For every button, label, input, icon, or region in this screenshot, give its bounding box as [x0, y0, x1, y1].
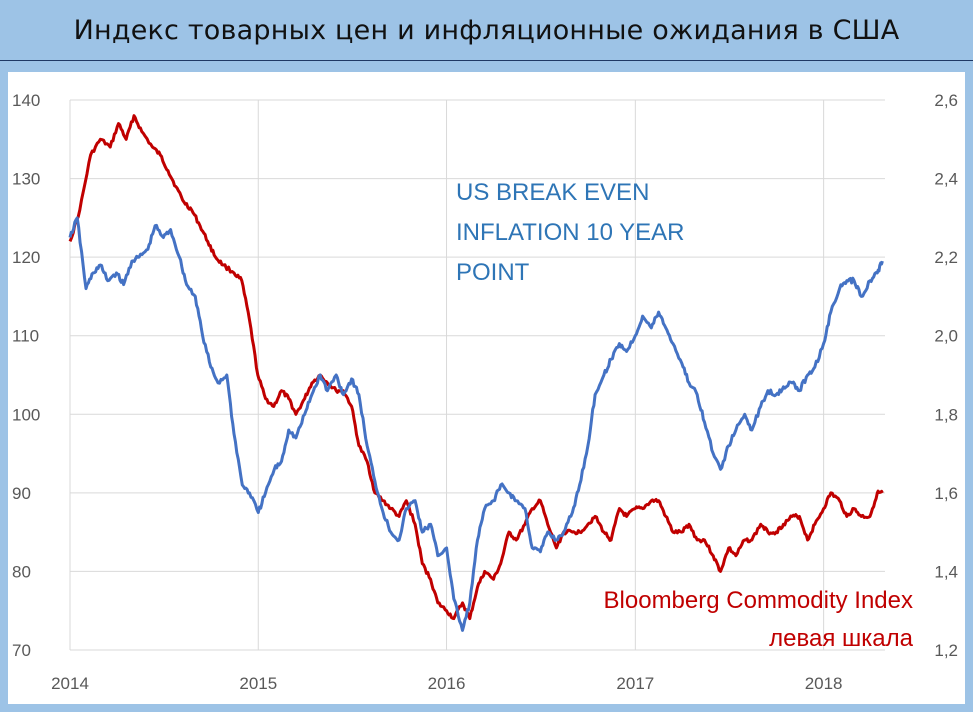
- left-tick-label: 130: [12, 170, 40, 189]
- commodity-annotation: Bloomberg Commodity Index левая шкала: [604, 587, 914, 652]
- gridlines: [69, 99, 885, 651]
- right-tick-label: 1,2: [934, 641, 958, 660]
- left-tick-label: 70: [12, 641, 31, 660]
- right-tick-label: 1,4: [934, 562, 958, 581]
- title-bar: Индекс товарных цен и инфляционные ожида…: [0, 0, 973, 61]
- right-tick-label: 2,6: [934, 91, 958, 110]
- x-tick-label: 2018: [805, 674, 843, 693]
- chart-svg: 70 80 90 100 110 120 130 140 1,2 1,4 1,6 1,8 2,0 2,2…: [12, 91, 958, 693]
- right-tick-label: 2,0: [934, 327, 958, 346]
- right-tick-label: 2,2: [934, 248, 958, 267]
- left-axis-ticks: 70 80 90 100 110 120 130 140: [12, 91, 40, 660]
- left-tick-label: 80: [12, 562, 31, 581]
- commodity-annotation-line-1: Bloomberg Commodity Index: [604, 587, 913, 614]
- left-tick-label: 100: [12, 405, 40, 424]
- x-tick-label: 2017: [616, 674, 654, 693]
- right-tick-label: 1,8: [934, 405, 958, 424]
- x-tick-label: 2014: [51, 674, 89, 693]
- commodity-annotation-line-2: левая шкала: [769, 625, 913, 652]
- left-tick-label: 90: [12, 484, 31, 503]
- breakeven-annotation-line-1: US BREAK EVEN: [456, 179, 649, 206]
- right-tick-label: 1,6: [934, 484, 958, 503]
- chart-panel: 70 80 90 100 110 120 130 140 1,2 1,4 1,6 1,8 2,0 2,2…: [8, 72, 965, 704]
- x-tick-label: 2015: [239, 674, 277, 693]
- breakeven-annotation: US BREAK EVEN INFLATION 10 YEAR POINT: [456, 179, 685, 286]
- x-tick-label: 2016: [428, 674, 466, 693]
- right-axis-ticks: 1,2 1,4 1,6 1,8 2,0 2,2 2,4 2,6: [934, 91, 958, 660]
- x-axis-ticks: 2014 2015 2016 2017 2018: [51, 674, 842, 693]
- breakeven-line: [68, 216, 884, 632]
- series-lines: [68, 114, 884, 632]
- breakeven-annotation-line-3: POINT: [456, 259, 530, 286]
- chart-title: Индекс товарных цен и инфляционные ожида…: [73, 14, 900, 46]
- breakeven-annotation-line-2: INFLATION 10 YEAR: [456, 219, 685, 246]
- right-tick-label: 2,4: [934, 170, 958, 189]
- left-tick-label: 120: [12, 248, 40, 267]
- bcom-line: [68, 114, 884, 621]
- left-tick-label: 110: [12, 327, 39, 346]
- left-tick-label: 140: [12, 91, 40, 110]
